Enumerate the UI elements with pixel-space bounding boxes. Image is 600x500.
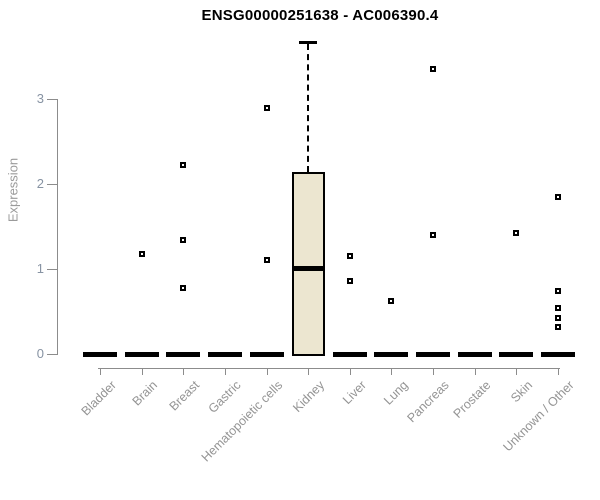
y-tick-mark — [47, 269, 57, 270]
y-tick-label: 3 — [36, 91, 44, 106]
flat-zero-bar — [374, 351, 409, 357]
outlier-point — [555, 315, 562, 322]
x-tick-mark — [224, 368, 226, 375]
flat-zero-bar — [416, 351, 451, 357]
outlier-point — [430, 66, 437, 73]
flat-zero-bar — [83, 351, 117, 357]
x-category-label: Breast — [166, 378, 203, 414]
x-category-label: Kidney — [290, 378, 328, 415]
x-category-label: Bladder — [78, 378, 119, 419]
outlier-point — [555, 305, 562, 312]
chart-title: ENSG00000251638 - AC006390.4 — [201, 7, 439, 24]
outlier-point — [180, 284, 187, 291]
x-tick-mark — [141, 368, 143, 375]
x-category-label: Brain — [130, 378, 161, 409]
outlier-point — [555, 193, 562, 200]
x-category-label: Prostate — [450, 378, 494, 421]
outlier-point — [346, 277, 353, 284]
outlier-point — [388, 298, 395, 305]
y-tick-mark — [47, 184, 57, 185]
outlier-point — [555, 288, 562, 295]
x-tick-mark — [391, 368, 393, 375]
y-tick-label: 2 — [36, 176, 44, 191]
flat-zero-bar — [499, 351, 534, 357]
y-tick-label: 0 — [36, 346, 44, 361]
flat-zero-bar — [124, 351, 159, 357]
y-axis-line — [57, 99, 58, 355]
x-tick-mark — [516, 368, 518, 375]
flat-zero-bar — [166, 351, 201, 357]
x-category-label: Skin — [508, 378, 536, 406]
outlier-point — [513, 230, 520, 237]
outlier-point — [430, 232, 437, 238]
x-tick-mark — [183, 368, 185, 375]
outlier-point — [263, 256, 270, 263]
y-axis-label: Expression — [5, 157, 21, 223]
x-category-label: Liver — [339, 378, 369, 408]
upper-whisker — [307, 44, 310, 173]
median-line — [293, 265, 323, 271]
x-category-label: Gastric — [205, 378, 244, 416]
x-axis-line — [98, 368, 561, 369]
outlier-point — [138, 250, 145, 257]
x-tick-mark — [433, 368, 435, 375]
flat-zero-bar — [207, 351, 242, 357]
outlier-point — [180, 237, 187, 244]
x-tick-mark — [349, 368, 351, 375]
x-tick-mark — [100, 368, 101, 375]
x-category-label: Hematopoietic cells — [198, 378, 286, 465]
x-category-label: Lung — [380, 378, 411, 408]
x-tick-mark — [474, 368, 476, 375]
flat-zero-bar — [457, 351, 492, 357]
outlier-point — [346, 253, 353, 260]
outlier-point — [263, 105, 270, 112]
whisker-cap — [299, 41, 318, 45]
x-tick-mark — [558, 368, 560, 375]
y-tick-mark — [47, 99, 57, 100]
flat-zero-bar — [249, 351, 284, 357]
x-tick-mark — [308, 368, 310, 375]
y-tick-label: 1 — [36, 261, 44, 276]
x-tick-mark — [266, 368, 268, 375]
flat-zero-bar — [332, 351, 367, 357]
outlier-point — [555, 323, 562, 330]
box-kidney — [291, 172, 325, 356]
flat-zero-bar — [541, 351, 576, 357]
x-category-label: Pancreas — [404, 378, 453, 426]
y-tick-mark — [47, 354, 57, 355]
outlier-point — [180, 162, 187, 169]
